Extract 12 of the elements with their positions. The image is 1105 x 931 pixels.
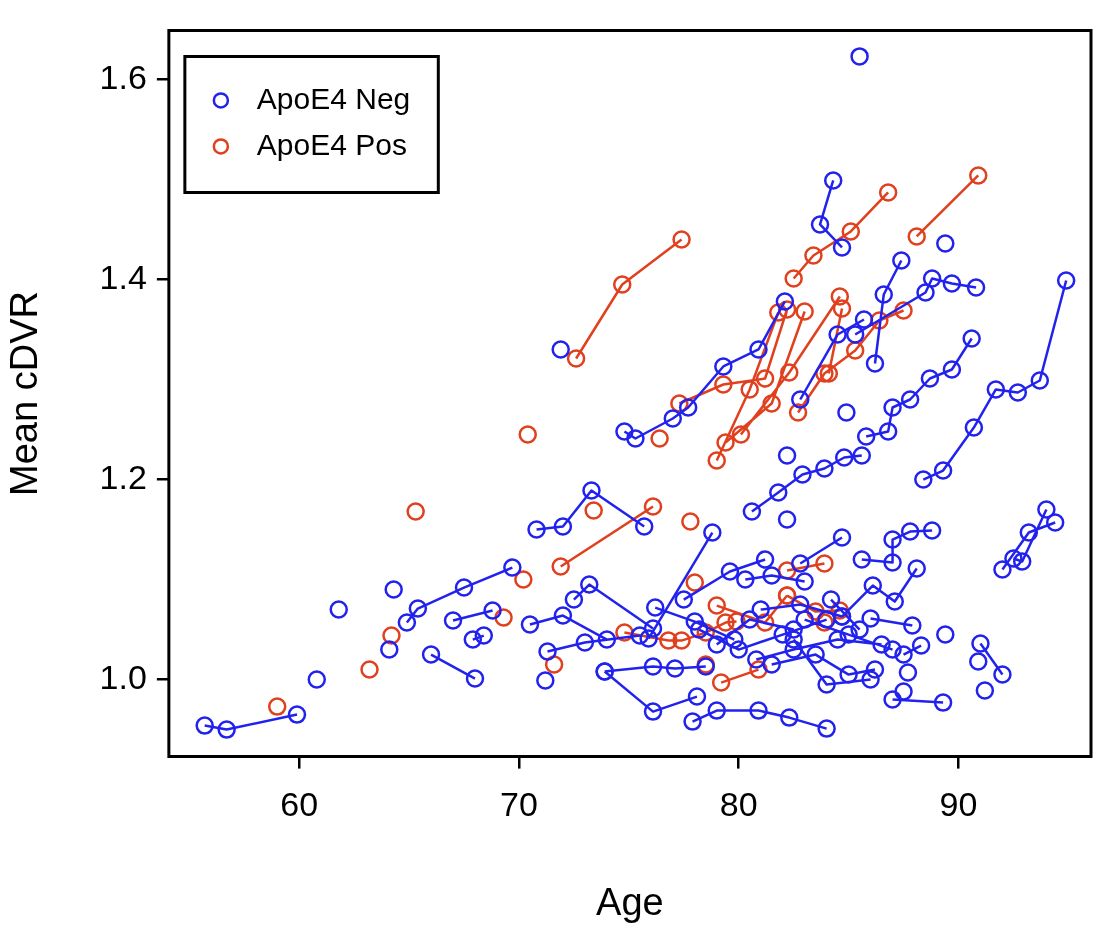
legend-label: ApoE4 Pos (256, 127, 407, 161)
x-tick-label: 80 (719, 785, 758, 824)
y-tick-label: 1.6 (99, 57, 147, 96)
legend-label: ApoE4 Neg (256, 81, 411, 115)
x-tick-label: 60 (280, 785, 319, 824)
y-tick-label: 1.2 (99, 457, 147, 496)
x-tick-label: 90 (939, 785, 978, 824)
x-tick-label: 70 (500, 785, 538, 824)
y-tick-label: 1.4 (99, 257, 147, 296)
y-tick-label: 1.0 (99, 657, 147, 696)
y-axis-title: Mean cDVR (3, 291, 46, 496)
x-axis-title: Age (596, 880, 664, 923)
